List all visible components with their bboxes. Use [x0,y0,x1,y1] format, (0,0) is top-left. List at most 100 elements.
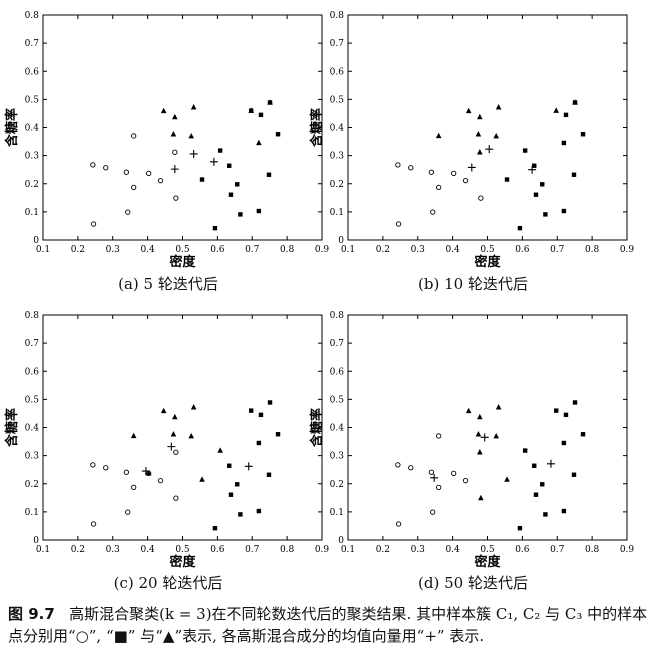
mean-vector-plus [430,473,439,482]
x-tick-label: 0.7 [245,245,260,255]
data-point-circle [462,478,469,484]
mean-vector-plus [528,165,537,174]
x-tick-label: 0.5 [175,545,190,555]
chart-panel-1: 0.1 0.2 0.3 0.4 0.5 0.6 0.7 0.8 0.900.10.20.30.4… [309,11,634,270]
y-tick-label: 0.2 [330,180,344,190]
x-tick-label: 0.3 [106,545,121,555]
y-tick-label: 0.7 [25,339,40,349]
data-point-circle [462,178,469,184]
y-axis-label: 含糖率 [309,408,325,448]
y-tick-label: 0.4 [330,124,345,134]
y-axis-label: 含糖率 [309,108,325,148]
figure-canvas: 0.1 0.2 0.3 0.4 0.5 0.6 0.7 0.8 0.900.10.20.30.4… [4,11,634,570]
data-point-square [517,225,523,231]
x-tick-label: 0.3 [411,245,426,255]
data-point-square [238,512,243,517]
y-tick-label: 0.1 [330,208,344,218]
y-tick-label: 0.1 [25,508,39,518]
data-point-triangle [475,131,482,137]
y-tick-label: 0.6 [25,67,40,77]
data-point-triangle [465,107,472,114]
data-point-triangle [190,404,197,410]
x-tick-label: 0.2 [71,545,85,555]
mean-vector-plus [167,442,176,451]
data-point-square [561,208,567,214]
mean-vector-plus [485,145,494,154]
y-tick-label: 0 [33,236,39,246]
data-point-circle [90,462,96,468]
data-point-triangle [248,107,255,113]
data-point-square [571,172,577,177]
subcaption-d: (d) 50 轮迭代后 [418,574,528,592]
plot-frame [347,14,628,241]
x-tick-label: 0.2 [71,245,85,255]
data-point-square [572,400,578,405]
data-point-triangle [475,431,482,437]
data-point-triangle [199,476,205,482]
mean-vector-plus [141,467,150,476]
data-point-triangle [477,113,483,120]
data-point-square [235,482,240,487]
data-point-circle [131,133,137,139]
data-point-triangle [172,413,178,420]
data-point-triangle [572,99,578,105]
y-tick-label: 0.5 [330,395,345,405]
chart-panel-3: 0.1 0.2 0.3 0.4 0.5 0.6 0.7 0.8 0.900.10.20.30.4… [309,311,634,570]
data-point-square [249,408,254,413]
caption-label: 图 9.7 [8,605,55,623]
y-tick-label: 0.2 [330,480,344,490]
data-point-circle [157,178,164,184]
y-tick-label: 0.5 [25,395,40,405]
data-point-square [554,408,559,413]
data-point-circle [436,484,442,491]
data-point-square [543,512,548,517]
y-tick-label: 0.1 [25,208,39,218]
data-point-circle [395,462,401,468]
data-point-square [532,463,537,468]
data-point-square [561,440,567,446]
data-point-circle [131,484,137,491]
data-point-circle [408,165,414,171]
data-point-circle [131,184,137,191]
x-tick-label: 0.5 [480,545,495,555]
x-tick-label: 0.1 [341,545,355,555]
data-point-square [522,148,528,153]
y-tick-label: 0.4 [330,424,345,434]
x-tick-label: 0.2 [376,545,390,555]
data-point-circle [430,209,436,215]
data-point-circle [157,478,164,484]
data-point-circle [408,465,414,471]
data-point-square [275,432,281,437]
y-tick-label: 0.4 [25,424,40,434]
data-point-circle [451,170,457,176]
data-point-circle [90,162,96,168]
data-point-square [580,132,586,137]
x-tick-label: 0.1 [36,245,50,255]
y-tick-label: 0.4 [25,124,40,134]
data-point-square [533,192,539,197]
x-tick-label: 0.9 [620,545,635,555]
data-point-circle [173,495,179,501]
y-axis-label: 含糖率 [4,408,20,448]
data-point-square [266,172,272,177]
data-point-triangle [172,113,178,120]
figure-caption: 图 9.7 高斯混合聚类(k = 3)在不同轮数迭代后的聚类结果. 其中样本簇 … [8,603,648,647]
y-tick-label: 0.5 [330,95,345,105]
x-tick-label: 0.8 [585,245,600,255]
data-point-circle [430,509,436,515]
data-point-triangle [553,107,560,113]
data-point-square [228,192,234,197]
y-tick-label: 0.7 [330,39,345,49]
chart-panel-2: 0.1 0.2 0.3 0.4 0.5 0.6 0.7 0.8 0.900.10.20.30.4… [4,311,329,570]
x-tick-label: 0.1 [341,245,355,255]
data-point-triangle [256,139,262,146]
mean-vector-plus [467,163,476,172]
x-tick-label: 0.2 [376,245,390,255]
x-tick-label: 0.6 [210,245,225,255]
mean-vector-plus [189,149,198,158]
data-point-square [275,132,281,137]
x-axis-label: 密度 [168,554,196,570]
data-point-square [517,525,523,531]
data-point-triangle [267,99,273,105]
y-tick-label: 0.6 [330,367,345,377]
